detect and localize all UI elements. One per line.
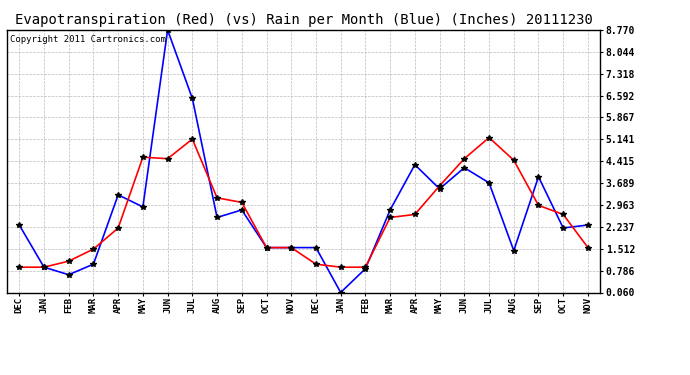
Text: Copyright 2011 Cartronics.com: Copyright 2011 Cartronics.com	[10, 35, 166, 44]
Title: Evapotranspiration (Red) (vs) Rain per Month (Blue) (Inches) 20111230: Evapotranspiration (Red) (vs) Rain per M…	[14, 13, 593, 27]
